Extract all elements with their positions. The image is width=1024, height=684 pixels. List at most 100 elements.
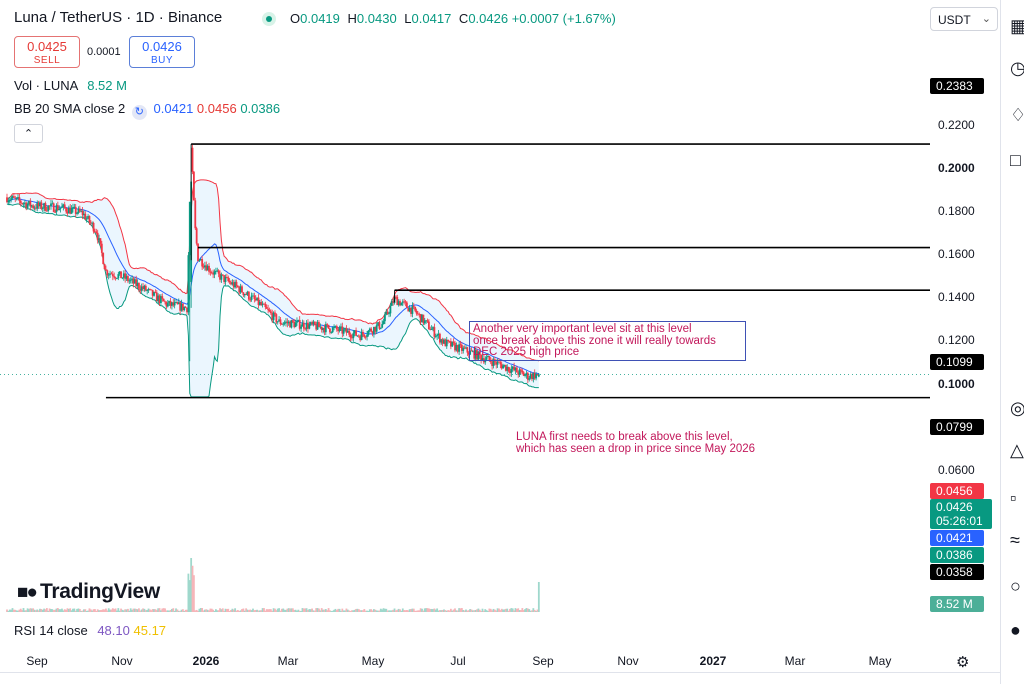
candle-body xyxy=(171,302,173,306)
candle-body xyxy=(353,330,356,334)
layers-icon[interactable]: ♢ xyxy=(1010,105,1024,125)
buy-button[interactable]: 0.0426 BUY xyxy=(129,36,195,68)
volume-bar xyxy=(18,609,21,612)
bollinger-legend[interactable]: BB 20 SMA close 2 ↻ 0.0421 0.0456 0.0386 xyxy=(14,101,280,120)
candle-body xyxy=(319,326,322,328)
volume-bar xyxy=(320,608,323,612)
volume-bar xyxy=(140,609,143,612)
candle-body xyxy=(120,271,122,279)
currency-select[interactable]: USDT ⌄ xyxy=(930,7,998,31)
candle-body xyxy=(375,325,378,332)
candle-body xyxy=(8,199,11,201)
chat-icon[interactable]: □ xyxy=(1010,150,1021,170)
volume-bar xyxy=(110,609,113,612)
volume-bar xyxy=(492,608,495,612)
volume-bar xyxy=(197,610,199,612)
candle-body xyxy=(127,276,129,282)
volume-bar xyxy=(217,610,220,612)
volume-bar xyxy=(7,610,10,612)
collapse-legend-button[interactable]: ⌃ xyxy=(14,124,43,143)
volume-bar xyxy=(95,610,98,612)
rsi-legend[interactable]: RSI 14 close 48.10 45.17 xyxy=(14,623,166,638)
volume-bar xyxy=(106,610,109,612)
volume-bar xyxy=(111,608,114,612)
candle-body xyxy=(285,321,287,323)
candle-body xyxy=(140,286,143,291)
volume-bar xyxy=(66,608,69,612)
bb-lower-label: 0.0386 xyxy=(930,547,984,563)
candle-body xyxy=(323,328,326,333)
candle-body xyxy=(367,330,370,335)
volume-bar xyxy=(389,610,392,612)
ideas-icon[interactable]: △ xyxy=(1010,440,1024,460)
volume-bar xyxy=(307,610,309,612)
more-icon[interactable]: ● xyxy=(1010,620,1021,640)
candle-body xyxy=(533,372,536,379)
candle-body xyxy=(318,322,320,328)
volume-bar xyxy=(345,608,348,612)
candle-body xyxy=(99,238,102,244)
market-status-icon[interactable] xyxy=(262,12,276,26)
price-chart[interactable] xyxy=(0,0,1000,672)
high-value: 0.0430 xyxy=(356,11,397,26)
candle-body xyxy=(17,197,19,198)
candle-body xyxy=(445,339,448,347)
candle-body xyxy=(374,326,377,332)
volume-bar xyxy=(243,610,246,612)
candle-body xyxy=(54,211,56,213)
candle-body xyxy=(496,361,499,365)
candle-body xyxy=(96,232,99,241)
volume-bar xyxy=(120,608,122,612)
watchlist-icon[interactable]: ▦ xyxy=(1010,16,1024,36)
candle-body xyxy=(507,366,510,371)
volume-bar xyxy=(351,610,353,612)
candle-body xyxy=(370,328,373,332)
candle-body xyxy=(249,299,252,301)
candle-body xyxy=(131,278,133,280)
annotation-box-note[interactable]: Another very important level sit at this… xyxy=(469,321,746,361)
volume-bar xyxy=(89,609,92,612)
candle-body xyxy=(302,322,305,329)
candle-body xyxy=(386,311,389,314)
volume-bar xyxy=(282,608,285,612)
candle-body xyxy=(276,321,279,323)
sell-button[interactable]: 0.0425 SELL xyxy=(14,36,80,68)
candle-body xyxy=(499,362,502,365)
volume-bar xyxy=(168,610,171,612)
broadcast-icon[interactable]: ≈ xyxy=(1010,530,1020,550)
volume-bar xyxy=(520,610,522,612)
alert-clock-icon[interactable]: ◷ xyxy=(1010,58,1024,78)
candle-body xyxy=(397,301,400,306)
annotation-plain-note[interactable]: LUNA first needs to break above this lev… xyxy=(516,431,755,455)
candle-body xyxy=(471,351,474,353)
volume-bar xyxy=(51,609,54,612)
volume-bar xyxy=(245,608,248,612)
candle-body xyxy=(481,358,484,361)
candle-body xyxy=(40,202,43,209)
volume-bar xyxy=(113,609,116,612)
target-icon[interactable]: ◎ xyxy=(1010,398,1024,418)
volume-bar xyxy=(158,608,161,612)
volume-bar xyxy=(470,609,473,612)
volume-bar xyxy=(150,610,153,612)
chart-title[interactable]: Luna / TetherUS · 1D · Binance xyxy=(14,9,223,26)
candle-body xyxy=(312,321,315,325)
volume-bar xyxy=(99,610,102,612)
volume-bar xyxy=(258,610,261,612)
settings-gear-icon[interactable]: ⚙ xyxy=(956,654,970,671)
candle-body xyxy=(87,216,89,219)
refresh-icon[interactable]: ↻ xyxy=(131,105,147,120)
volume-bar xyxy=(231,608,234,612)
chevron-up-icon: ⌃ xyxy=(23,128,34,140)
volume-bar xyxy=(160,610,162,612)
tradingview-logo[interactable]: ■● TradingView xyxy=(17,580,160,604)
volume-legend[interactable]: Vol · LUNA 8.52 M xyxy=(14,78,127,93)
candle-body xyxy=(531,374,533,380)
calendar-icon[interactable]: ▫ xyxy=(1010,488,1017,508)
help-icon[interactable]: ○ xyxy=(1010,576,1021,596)
volume-bar xyxy=(253,610,256,612)
candle-body xyxy=(360,331,363,341)
volume-bar xyxy=(19,608,22,612)
candle-body xyxy=(107,274,110,276)
candle-body xyxy=(165,302,168,307)
